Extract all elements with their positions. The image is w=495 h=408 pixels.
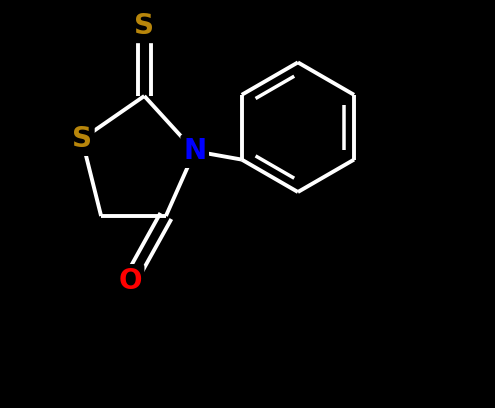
Text: N: N xyxy=(183,137,206,165)
Text: O: O xyxy=(118,267,142,295)
Text: S: S xyxy=(72,125,92,153)
Text: S: S xyxy=(134,12,154,40)
